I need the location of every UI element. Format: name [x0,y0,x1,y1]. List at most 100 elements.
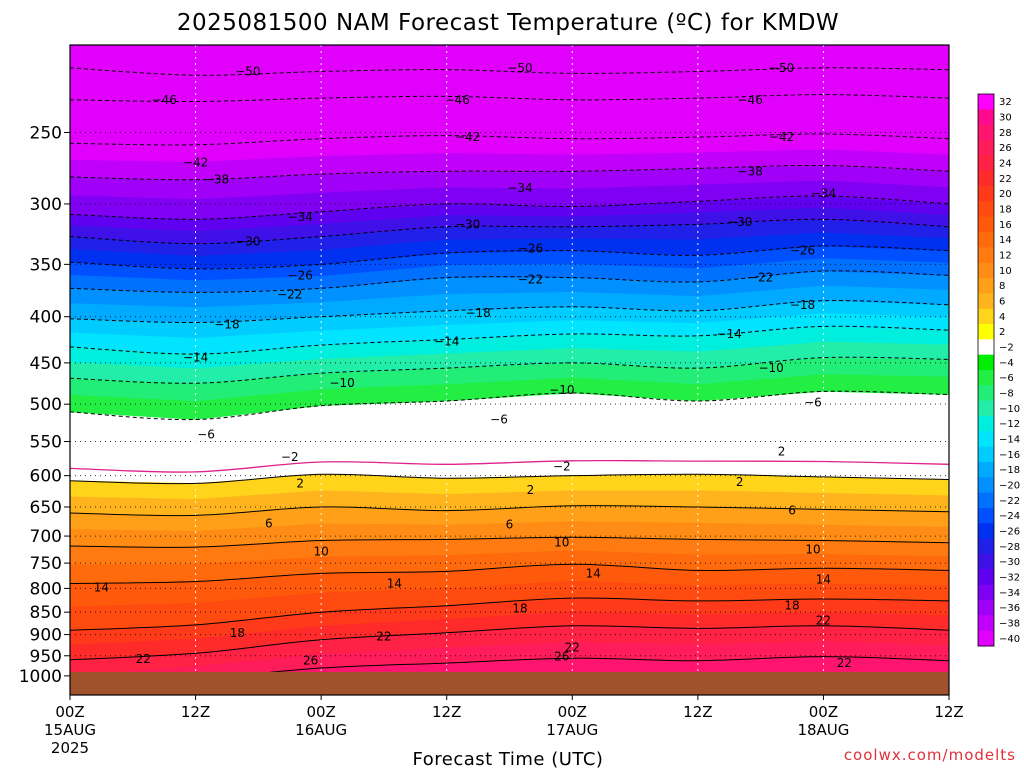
contour-label: 22 [837,656,852,670]
colorbar-swatch [978,109,994,126]
colorbar-label: −36 [999,603,1020,614]
colorbar-label: −8 [999,389,1014,400]
colorbar-label: −12 [999,419,1020,430]
colorbar-swatch [978,400,994,417]
colorbar-swatch [978,140,994,156]
colorbar-label: 10 [999,266,1012,277]
colorbar-label: −16 [999,450,1020,461]
temperature-subband [70,232,949,270]
contour-label: −14 [183,351,208,365]
contour-label: 2 [296,476,304,490]
y-tick-label: 850 [30,603,62,623]
colorbar-swatch [978,262,994,279]
x-tick-date: 16AUG [295,721,347,739]
contour-label: −42 [769,130,794,144]
credit-link[interactable]: coolwx.com/modelts [844,746,1016,764]
x-tick-date: 18AUG [797,721,849,739]
temperature-subband [70,313,949,355]
x-tick-label: 00Z [306,703,335,721]
contour-label: −38 [738,164,763,178]
colorbar-swatch [978,630,994,647]
colorbar-label: −32 [999,573,1020,584]
colorbar-label: 2 [999,327,1005,338]
plot-frame [69,44,950,696]
gridlines [70,45,949,695]
colorbar-swatch [978,508,994,524]
colorbar-swatch [978,600,994,616]
colorbar-swatch [978,216,994,233]
colorbar-label: 22 [999,174,1012,185]
x-axis-label: Forecast Time (UTC) [413,749,604,768]
isotherm-line [70,505,949,517]
y-tick-label: 500 [30,395,62,415]
colorbar-label: −2 [999,343,1014,354]
colorbar-label: −34 [999,588,1020,599]
contour-label: −10 [758,361,783,375]
contour-label: −2 [281,450,299,464]
colorbar-label: −26 [999,527,1020,538]
colorbar-swatch [978,308,994,325]
temperature-subband [70,207,949,244]
x-tick-date: 17AUG [546,721,598,739]
contour-label: −6 [804,396,822,410]
colorbar-label: 28 [999,128,1012,139]
x-tick-label: 12Z [181,703,210,721]
colorbar-label: 12 [999,251,1012,262]
y-tick-label: 1000 [19,667,62,687]
y-tick-label: 450 [30,354,62,374]
contour-label: 22 [136,652,151,666]
temperature-subband [70,285,949,323]
contour-label: −6 [490,413,508,427]
colorbar: 32 30 28 26 24 22 20 18 16 14 12 10 8 6 4 2 −2 −4 −6 −8 −10 −… [977,93,1020,647]
colorbar-swatch [978,247,994,264]
isotherm-line [70,473,949,485]
contour-label: −26 [790,244,815,258]
contour-label: 10 [314,544,329,558]
isotherm-line [70,597,949,631]
colorbar-label: −30 [999,557,1020,568]
colorbar-swatch [978,324,994,340]
colorbar-label: 6 [999,297,1005,308]
contour-label: −6 [197,427,215,441]
x-tick-label: 12Z [934,703,963,721]
colorbar-swatch [978,615,994,632]
contour-label: −50 [769,61,794,75]
temperature-subband [70,149,949,180]
colorbar-swatch [978,492,994,509]
colorbar-swatch [978,446,994,463]
colorbar-frame [977,93,995,647]
contour-label: −26 [288,268,313,282]
contour-label: −34 [811,186,836,200]
contour-label: −50 [235,65,260,79]
colorbar-label: 30 [999,113,1012,124]
contour-label: −46 [445,93,470,107]
contour-label: −18 [465,306,490,320]
colorbar-label: −20 [999,481,1020,492]
colorbar-label: 4 [999,312,1005,323]
colorbar-swatch [978,170,994,187]
colorbar-label: −14 [999,435,1020,446]
colorbar-swatch [978,538,994,555]
colorbar-swatch [978,354,994,371]
y-axis: 250 300 350 400 450 500 550 600 650 700 750 800 850 9… [19,123,70,687]
colorbar-swatch [978,94,994,110]
colorbar-label: 24 [999,159,1012,170]
contour-labels: −50 −50 −50 −46 −46 −46 −42 −42 −42 −38 −38 −34 −34 −… [94,61,852,670]
contour-label: 26 [554,650,569,664]
contour-label: −30 [727,215,752,229]
temperature-bands [70,45,949,695]
temperature-subband [70,80,949,102]
colorbar-swatch [978,477,994,494]
contour-label: 2 [736,475,744,489]
contour-label: −10 [549,383,574,397]
contour-label: 6 [788,504,796,518]
x-tick-date: 15AUG [44,721,96,739]
colorbar-swatch [978,569,994,586]
contour-label: −46 [152,93,177,107]
colorbar-swatch [978,124,994,141]
contour-label: −26 [518,241,543,255]
x-tick-label: 12Z [683,703,712,721]
colorbar-label: −4 [999,358,1014,369]
